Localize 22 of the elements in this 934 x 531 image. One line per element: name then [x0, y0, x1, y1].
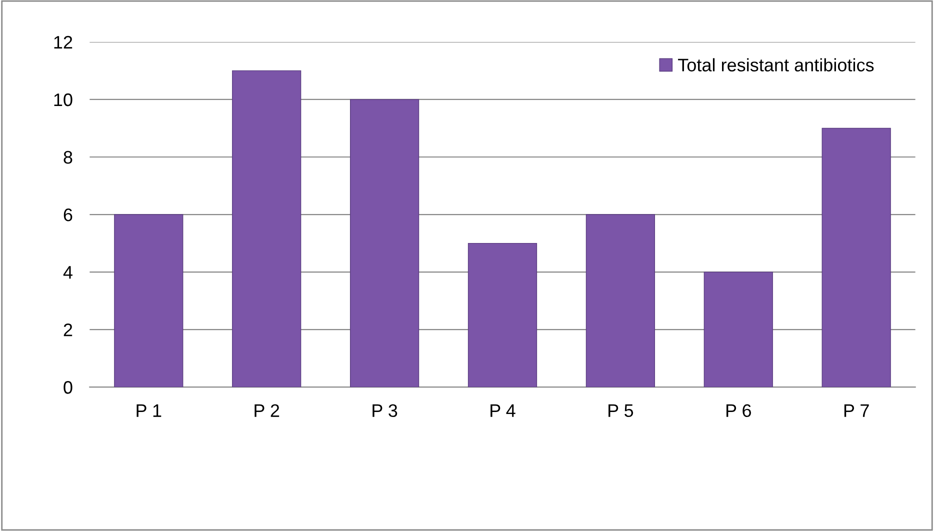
legend-label: Total resistant antibiotics [678, 58, 874, 72]
y-tick-label: 10 [54, 93, 72, 106]
y-tick-label: 12 [54, 36, 72, 48]
x-tick-label: P 7 [844, 404, 869, 417]
y-tick-label: 4 [63, 266, 72, 279]
x-tick-label: P 3 [372, 404, 398, 418]
bar [232, 70, 302, 388]
x-tick-label: P 6 [726, 404, 751, 418]
bar [350, 99, 420, 388]
x-tick-label: P 1 [136, 404, 162, 417]
bar [468, 242, 538, 388]
x-tick-label: P 4 [490, 404, 516, 417]
y-tick-label: 6 [64, 208, 72, 222]
bar [114, 214, 184, 388]
bar [586, 214, 655, 388]
y-tick-label: 0 [64, 381, 72, 394]
y-tick-label: 8 [64, 150, 72, 164]
y-tick-label: 2 [64, 324, 72, 336]
x-tick-label: P 5 [608, 404, 634, 418]
bar [704, 272, 773, 388]
bar [822, 128, 891, 388]
x-tick-label: P 2 [254, 404, 280, 417]
